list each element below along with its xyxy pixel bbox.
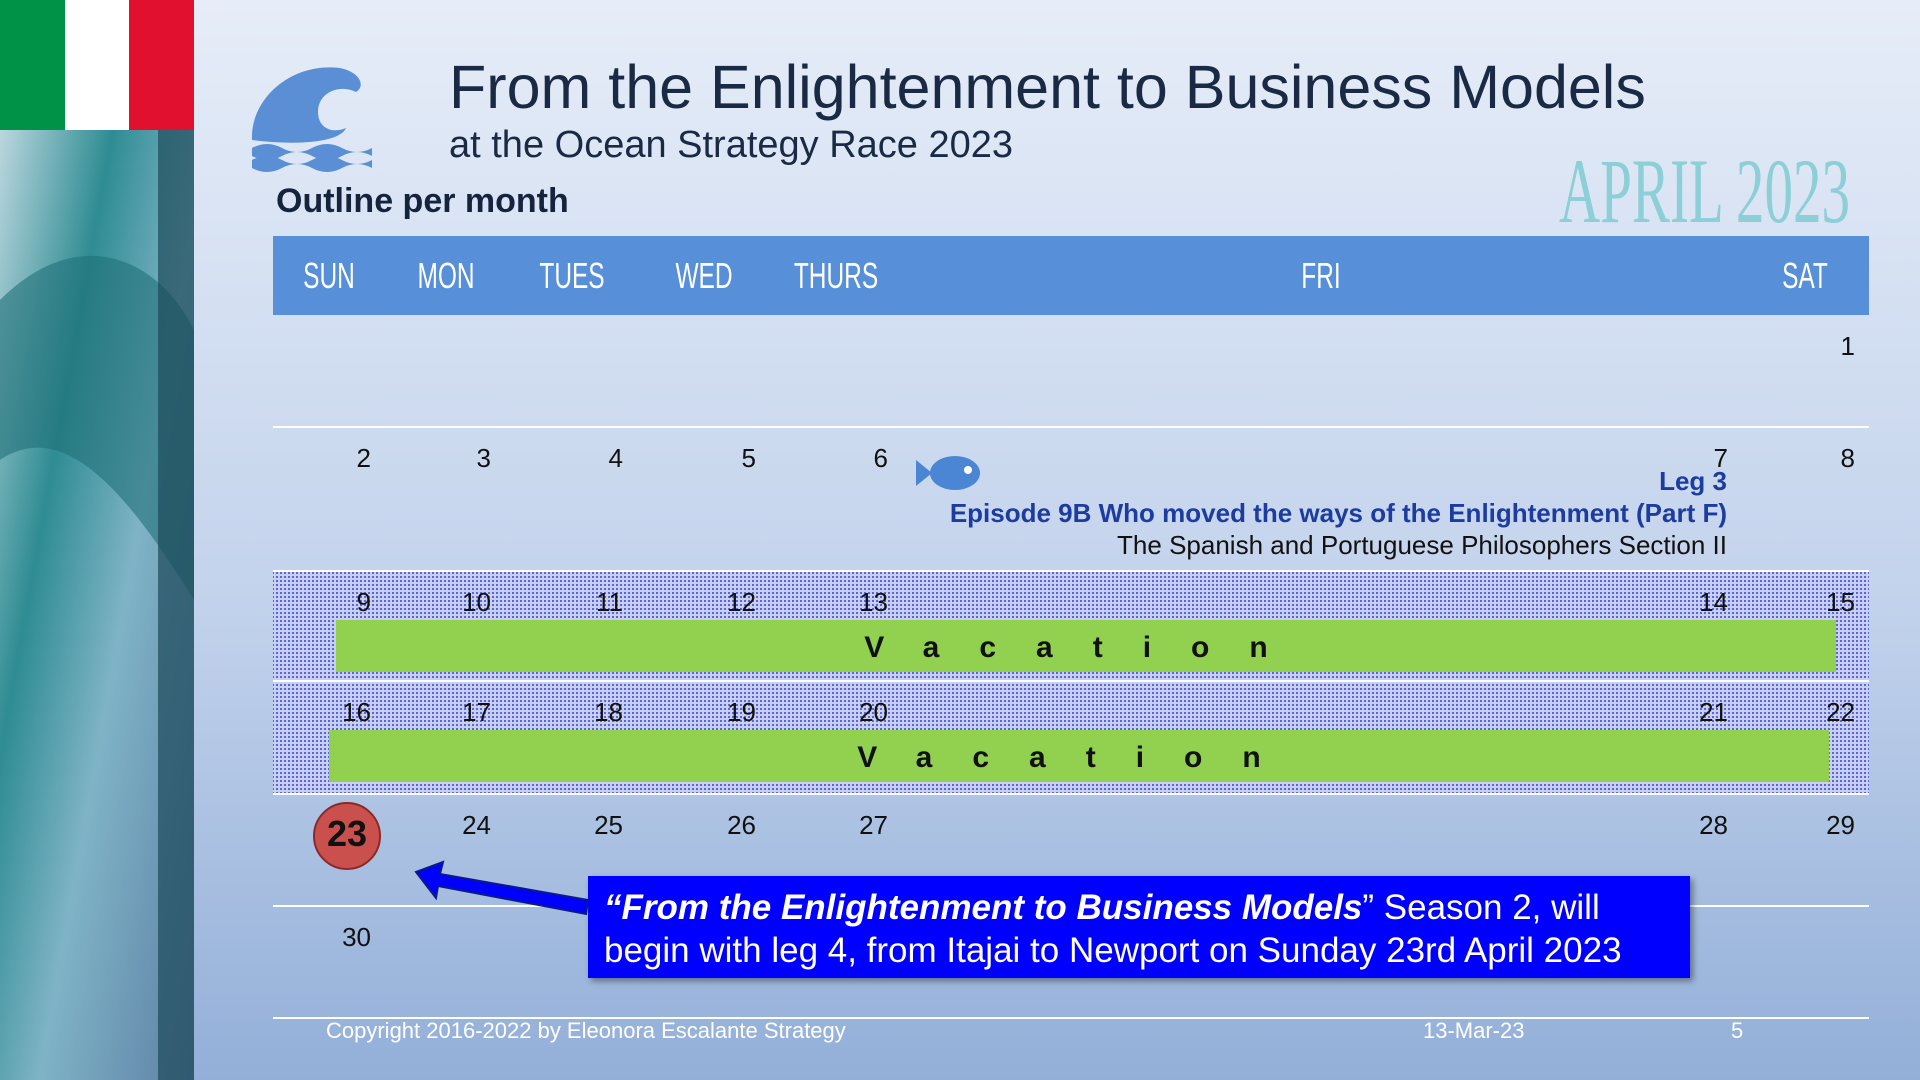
date-number: 29 bbox=[1826, 810, 1855, 840]
callout: “From the Enlightenment to Business Mode… bbox=[588, 876, 1690, 978]
flag-green bbox=[0, 0, 65, 130]
date-number: 5 bbox=[742, 443, 756, 473]
date-number: 14 bbox=[1699, 587, 1728, 617]
day-label: TUES bbox=[539, 255, 604, 296]
date-number: 16 bbox=[342, 697, 371, 727]
date-number: 13 bbox=[859, 587, 888, 617]
footer-copyright: Copyright 2016-2022 by Eleonora Escalant… bbox=[326, 1018, 846, 1043]
fish-body bbox=[930, 456, 980, 490]
date-number: 4 bbox=[609, 443, 623, 473]
vacation-bar bbox=[336, 620, 1836, 672]
date-number: 22 bbox=[1826, 697, 1855, 727]
date-number: 17 bbox=[462, 697, 491, 727]
month-label: APRIL 2023 bbox=[1559, 140, 1850, 242]
date-number: 24 bbox=[462, 810, 491, 840]
vacation-label: Vacation bbox=[857, 741, 1300, 774]
flag-white bbox=[65, 0, 129, 130]
date-number: 3 bbox=[477, 443, 491, 473]
date-number: 6 bbox=[874, 443, 888, 473]
event-leg: Leg 3 bbox=[1659, 466, 1727, 496]
day-label: FRI bbox=[1301, 255, 1340, 296]
date-number: 20 bbox=[859, 697, 888, 727]
date-number: 25 bbox=[594, 810, 623, 840]
date-number: 7 bbox=[1714, 443, 1728, 473]
callout-arrow bbox=[414, 860, 590, 916]
wave-icon bbox=[251, 67, 372, 172]
date-number: 21 bbox=[1699, 697, 1728, 727]
day-header-bar bbox=[273, 236, 1869, 315]
wave-curl bbox=[0, 255, 194, 601]
date-number: 18 bbox=[594, 697, 623, 727]
dark-strip bbox=[158, 130, 194, 1080]
flag-red bbox=[129, 0, 194, 130]
fish-eye bbox=[964, 466, 972, 474]
date-number: 2 bbox=[357, 443, 371, 473]
date-number: 15 bbox=[1826, 587, 1855, 617]
date-number: 28 bbox=[1699, 810, 1728, 840]
date-today: 23 bbox=[327, 813, 367, 854]
date-number: 19 bbox=[727, 697, 756, 727]
day-label: MON bbox=[417, 255, 474, 296]
vacation-label: Vacation bbox=[864, 631, 1307, 664]
fish-icon bbox=[916, 456, 980, 490]
date-number: 10 bbox=[462, 587, 491, 617]
date-number: 26 bbox=[727, 810, 756, 840]
day-label: SAT bbox=[1782, 255, 1828, 296]
footer-page: 5 bbox=[1731, 1018, 1743, 1043]
date-number: 30 bbox=[342, 922, 371, 952]
day-label: THURS bbox=[794, 255, 878, 296]
date-number: 11 bbox=[596, 587, 623, 617]
event-section: The Spanish and Portuguese Philosophers … bbox=[1117, 530, 1727, 560]
section-heading: Outline per month bbox=[276, 182, 569, 220]
fish-tail bbox=[916, 460, 932, 486]
date-number: 9 bbox=[357, 587, 371, 617]
date-number: 1 bbox=[1841, 331, 1855, 361]
callout-emphasis: “From the Enlightenment to Business Mode… bbox=[604, 888, 1363, 927]
event-episode: Episode 9B Who moved the ways of the Enl… bbox=[950, 498, 1727, 528]
vacation-bar bbox=[329, 730, 1829, 782]
subtitle: at the Ocean Strategy Race 2023 bbox=[449, 124, 1013, 166]
date-number: 12 bbox=[727, 587, 756, 617]
footer-date: 13-Mar-23 bbox=[1423, 1018, 1524, 1043]
day-label: SUN bbox=[303, 255, 355, 296]
date-number: 27 bbox=[859, 810, 888, 840]
today-marker bbox=[313, 802, 381, 870]
title: From the Enlightenment to Business Model… bbox=[449, 53, 1646, 121]
callout-text: ” Season 2, will begin with leg 4, from … bbox=[604, 888, 1622, 970]
day-label: WED bbox=[675, 255, 732, 296]
date-number: 8 bbox=[1841, 443, 1855, 473]
